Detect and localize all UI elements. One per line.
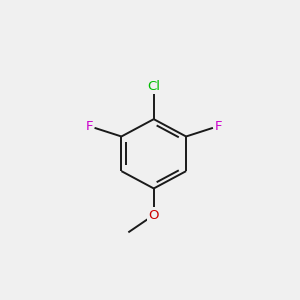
Text: O: O (148, 208, 159, 221)
Text: F: F (85, 120, 93, 133)
Text: Cl: Cl (147, 80, 160, 93)
Text: F: F (215, 120, 222, 133)
